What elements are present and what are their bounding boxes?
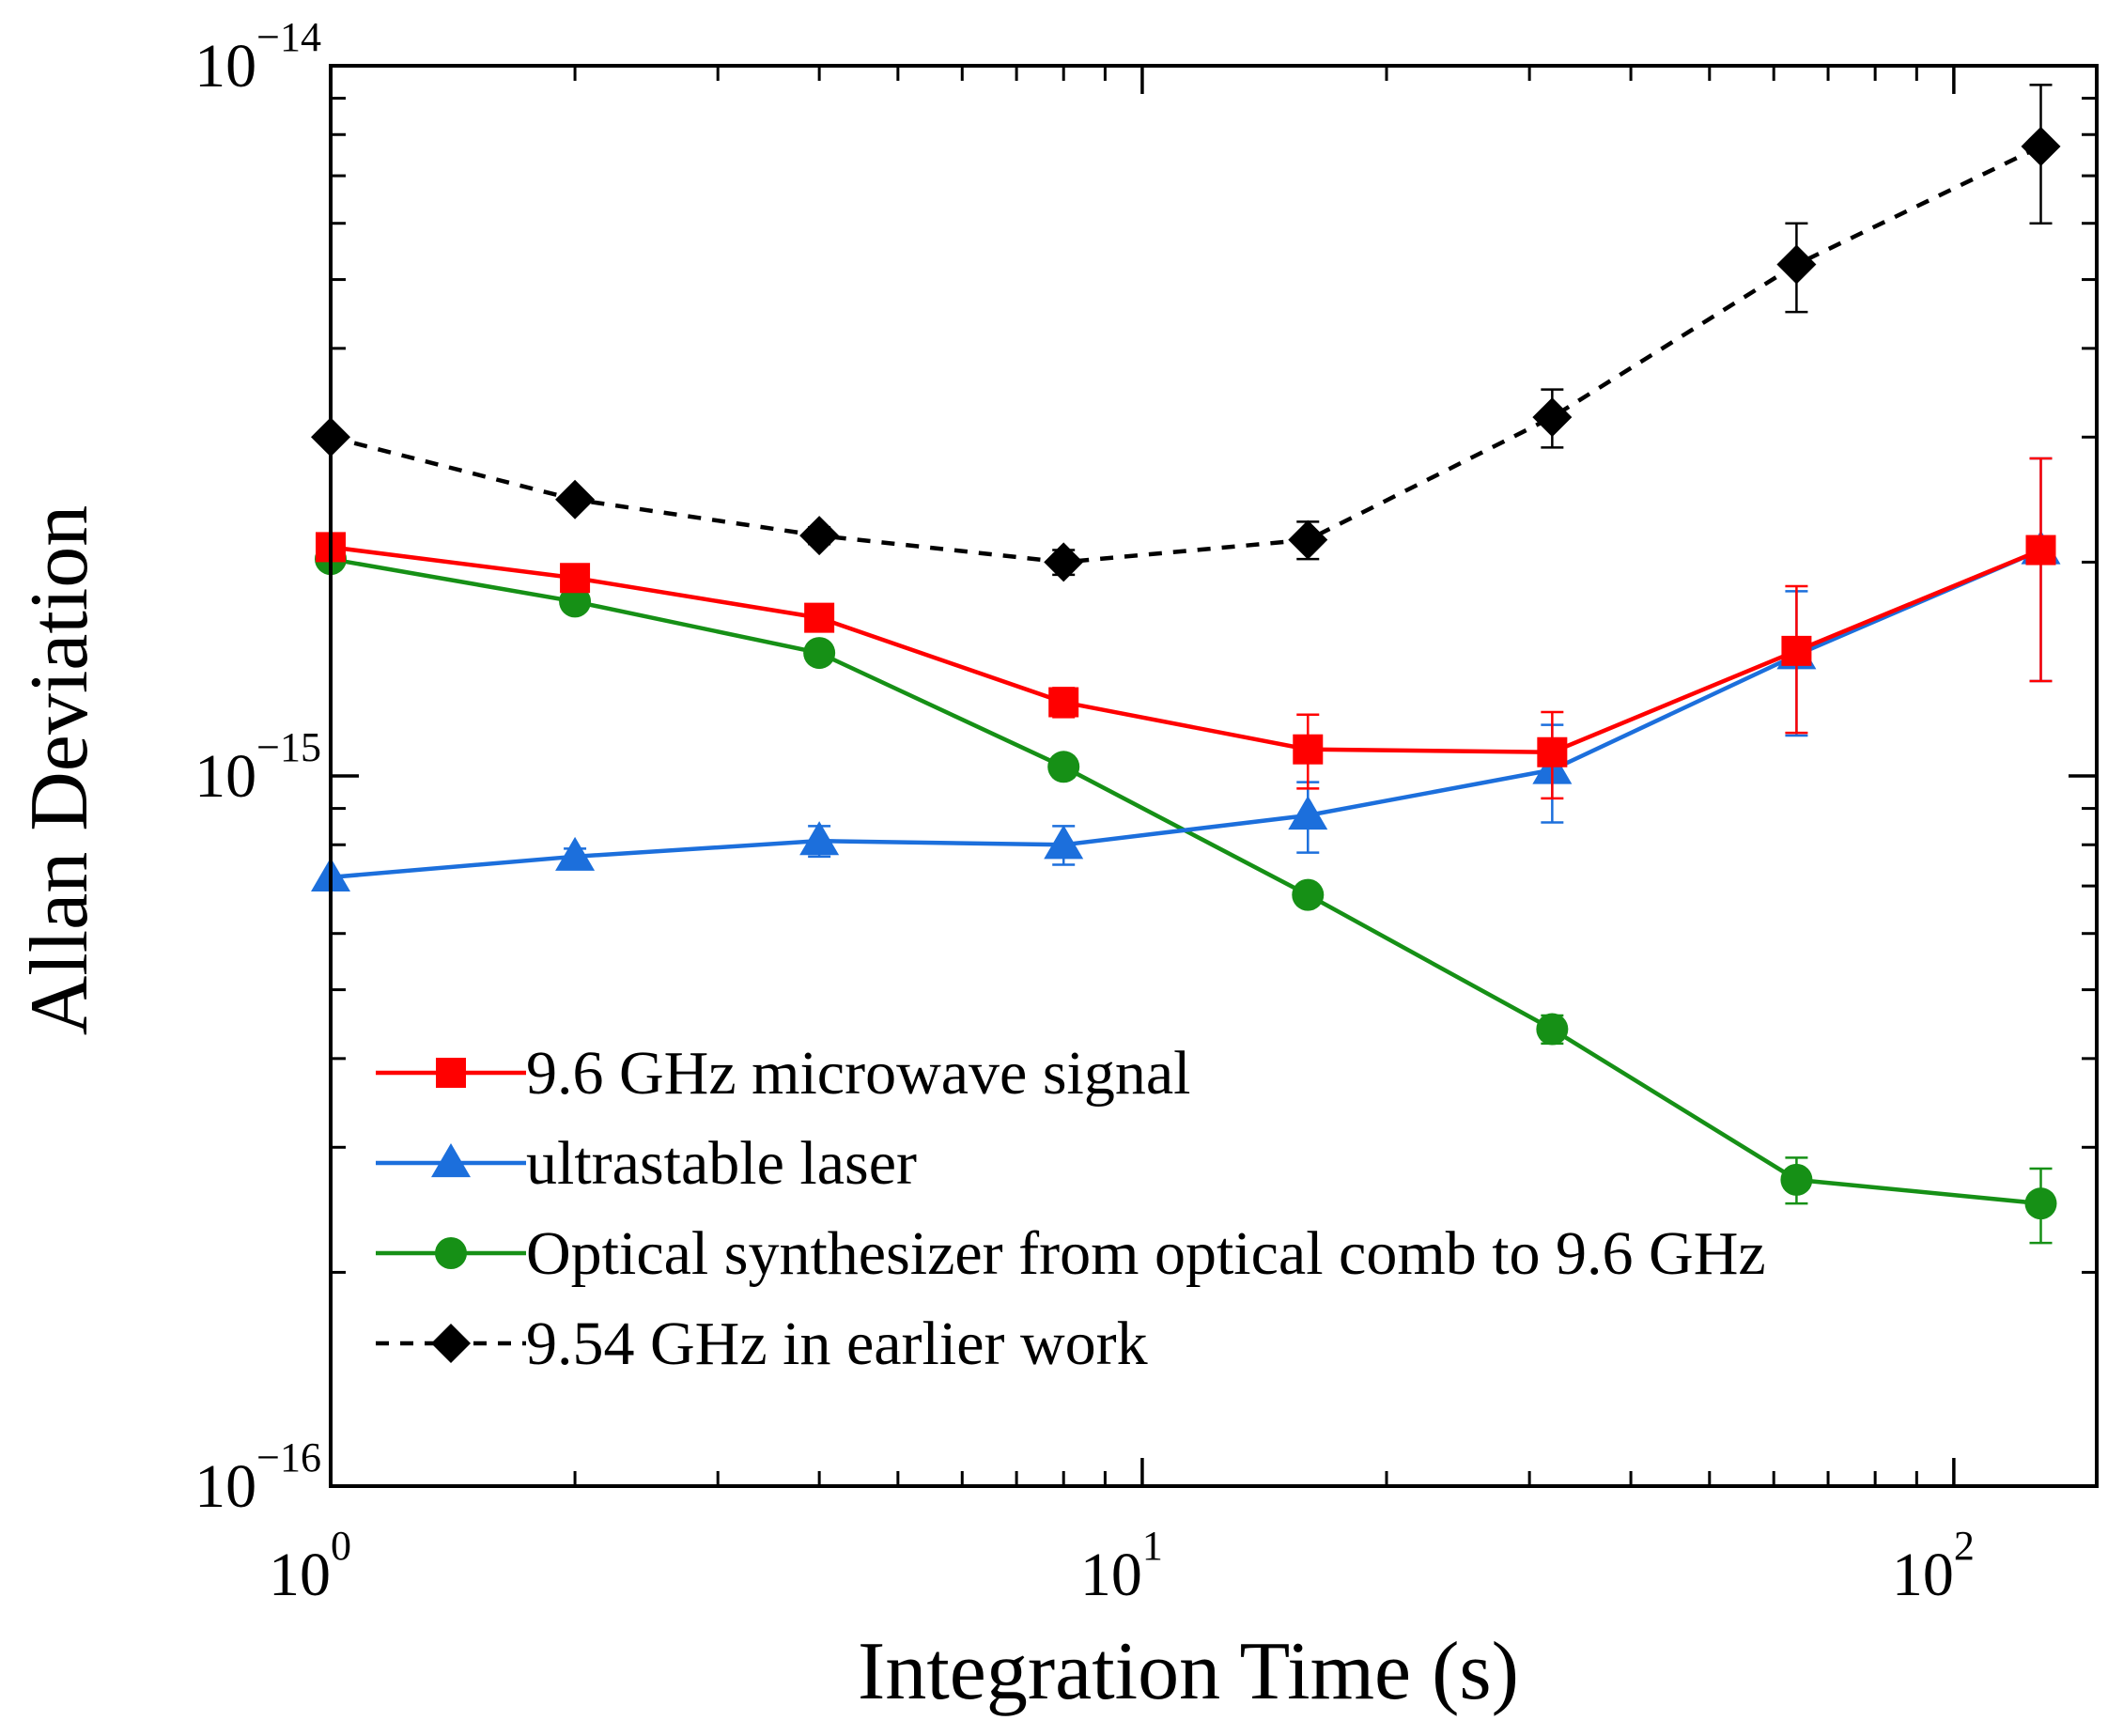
series-0 xyxy=(316,457,2056,800)
data-point-1-2 xyxy=(799,821,840,856)
legend-entry-0: 9.6 GHz microwave signal xyxy=(376,1039,1190,1108)
tick-labels: 100 101 102 10−16 10−15 10−14 xyxy=(194,14,1975,1609)
x-tick-label-0: 100 xyxy=(269,1523,351,1609)
legend-label-1: ultrastable laser xyxy=(526,1129,917,1198)
legend-entry-3: 9.54 GHz in earlier work xyxy=(376,1310,1148,1378)
data-point-0-1 xyxy=(560,563,591,594)
data-point-2-6 xyxy=(1780,1163,1813,1196)
legend-marker-0 xyxy=(436,1058,466,1088)
legend-entry-2: Optical synthesizer from optical comb to… xyxy=(376,1219,1766,1288)
data-point-0-2 xyxy=(804,602,835,633)
legend-entry-1: ultrastable laser xyxy=(376,1129,917,1198)
data-point-2-3 xyxy=(1047,751,1080,783)
y-axis-title: Allan Deviation xyxy=(14,505,105,1036)
data-point-0-3 xyxy=(1048,687,1079,718)
legend-marker-2 xyxy=(435,1237,467,1269)
data-point-1-1 xyxy=(555,836,596,871)
legend-label-0: 9.6 GHz microwave signal xyxy=(526,1039,1190,1108)
plot-frame xyxy=(329,64,2099,1488)
y-tick-label-0: 10−16 xyxy=(194,1434,321,1521)
data-point-2-2 xyxy=(803,637,836,670)
data-point-3-4 xyxy=(1288,519,1328,560)
legend-label-2: Optical synthesizer from optical comb to… xyxy=(526,1219,1766,1288)
data-point-0-4 xyxy=(1293,734,1324,765)
data-point-1-4 xyxy=(1288,795,1328,830)
legend-label-3: 9.54 GHz in earlier work xyxy=(526,1310,1148,1378)
legend-marker-3 xyxy=(431,1324,471,1363)
y-tick-label-2: 10−14 xyxy=(194,14,321,101)
data-point-3-3 xyxy=(1044,542,1084,582)
data-point-1-3 xyxy=(1044,825,1084,860)
x-tick-label-2: 102 xyxy=(1892,1523,1975,1609)
data-point-2-5 xyxy=(1536,1013,1569,1046)
x-axis-title: Integration Time (s) xyxy=(858,1626,1519,1717)
data-point-2-1 xyxy=(559,585,592,618)
data-point-3-6 xyxy=(1776,244,1817,285)
series-3 xyxy=(311,84,2061,582)
data-point-0-6 xyxy=(1781,635,1812,666)
series-line-0 xyxy=(330,545,2042,754)
data-point-0-7 xyxy=(2025,535,2056,566)
x-tick-label-1: 101 xyxy=(1080,1523,1163,1609)
legend-marker-1 xyxy=(431,1143,471,1178)
legend: 9.6 GHz microwave signal ultrastable lase… xyxy=(376,1039,1766,1378)
plot-border xyxy=(329,64,2099,1488)
data-point-3-1 xyxy=(555,479,596,519)
minor-ticks xyxy=(331,66,2097,1486)
series-layer xyxy=(311,84,2061,1245)
data-point-3-7 xyxy=(2021,126,2061,166)
series-line-1 xyxy=(330,548,2042,880)
data-point-3-2 xyxy=(799,516,840,556)
data-point-3-5 xyxy=(1532,397,1573,438)
y-tick-label-1: 10−15 xyxy=(194,724,321,811)
data-point-2-7 xyxy=(2024,1187,2057,1220)
data-point-2-4 xyxy=(1292,878,1325,911)
series-line-3 xyxy=(330,144,2042,565)
data-point-0-5 xyxy=(1537,736,1568,767)
